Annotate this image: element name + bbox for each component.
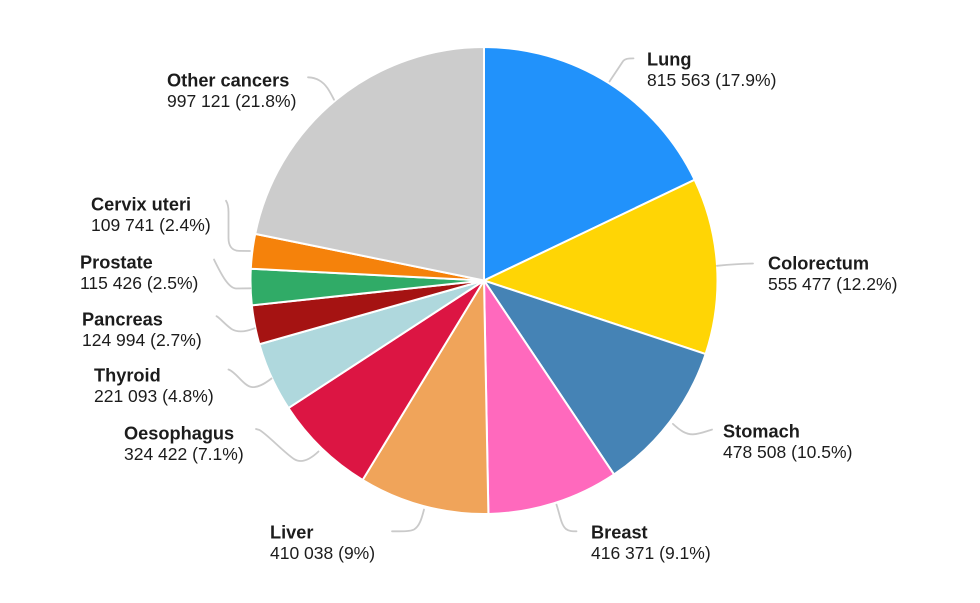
svg-text:Liver: Liver xyxy=(270,523,313,543)
svg-text:Other cancers: Other cancers xyxy=(167,71,289,91)
svg-text:555 477 (12.2%): 555 477 (12.2%) xyxy=(768,274,897,294)
svg-text:124 994 (2.7%): 124 994 (2.7%) xyxy=(82,330,202,350)
svg-text:Thyroid: Thyroid xyxy=(94,366,161,386)
svg-text:Pancreas: Pancreas xyxy=(82,310,163,330)
svg-text:416 371 (9.1%): 416 371 (9.1%) xyxy=(591,543,711,563)
svg-text:Lung: Lung xyxy=(647,50,691,70)
svg-text:115 426 (2.5%): 115 426 (2.5%) xyxy=(80,273,198,293)
svg-text:Breast: Breast xyxy=(591,523,648,543)
svg-text:815 563 (17.9%): 815 563 (17.9%) xyxy=(647,70,776,90)
svg-text:Colorectum: Colorectum xyxy=(768,254,869,274)
svg-text:997 121 (21.8%): 997 121 (21.8%) xyxy=(167,91,296,111)
svg-text:Stomach: Stomach xyxy=(723,422,800,442)
svg-text:109 741 (2.4%): 109 741 (2.4%) xyxy=(91,215,211,235)
svg-text:410 038 (9%): 410 038 (9%) xyxy=(270,543,375,563)
svg-text:221 093 (4.8%): 221 093 (4.8%) xyxy=(94,386,214,406)
svg-text:Oesophagus: Oesophagus xyxy=(124,424,234,444)
svg-text:324 422 (7.1%): 324 422 (7.1%) xyxy=(124,444,244,464)
svg-text:Prostate: Prostate xyxy=(80,253,153,273)
svg-text:Cervix uteri: Cervix uteri xyxy=(91,195,191,215)
svg-text:478 508 (10.5%): 478 508 (10.5%) xyxy=(723,442,852,462)
